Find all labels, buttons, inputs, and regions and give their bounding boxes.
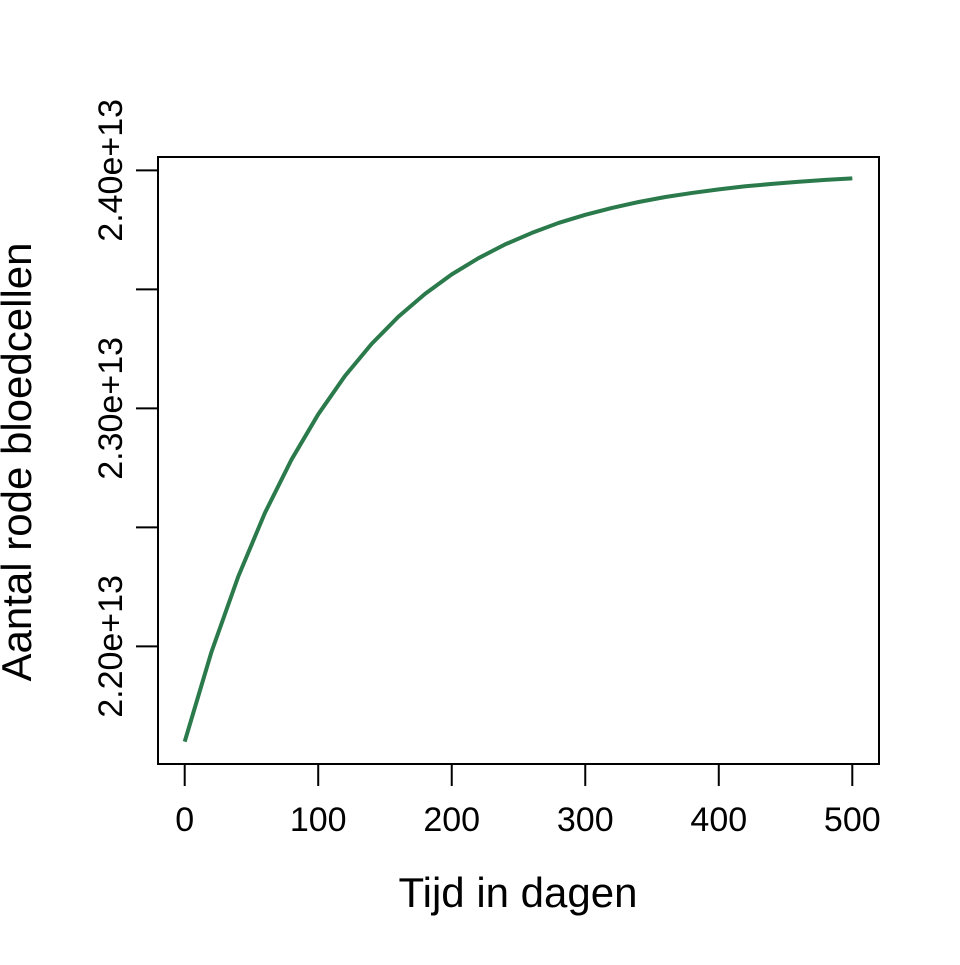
x-axis-title: Tijd in dagen (399, 869, 638, 916)
y-tick-label: 2.40e+13 (92, 99, 130, 242)
data-line (182, 176, 853, 743)
plot-frame (157, 156, 880, 765)
x-tick-label: 300 (557, 801, 614, 839)
y-axis-title: Aantal rode bloedcellen (0, 243, 40, 682)
x-tick-label: 100 (290, 801, 347, 839)
x-tick-label: 400 (690, 801, 747, 839)
x-tick-label: 0 (175, 801, 194, 839)
y-tick-label: 2.20e+13 (92, 575, 130, 718)
x-tick-label: 200 (423, 801, 480, 839)
y-tick-label: 2.30e+13 (92, 337, 130, 480)
x-tick-label: 500 (824, 801, 881, 839)
